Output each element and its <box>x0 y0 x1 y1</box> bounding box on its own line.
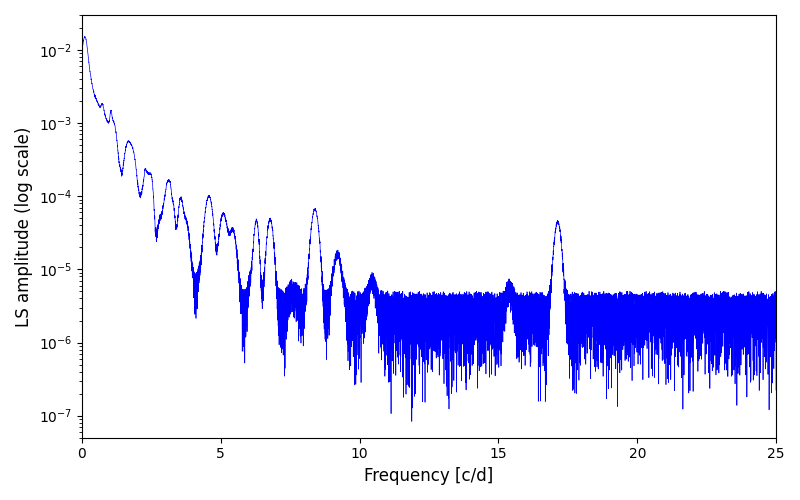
X-axis label: Frequency [c/d]: Frequency [c/d] <box>364 467 494 485</box>
Y-axis label: LS amplitude (log scale): LS amplitude (log scale) <box>15 126 33 326</box>
